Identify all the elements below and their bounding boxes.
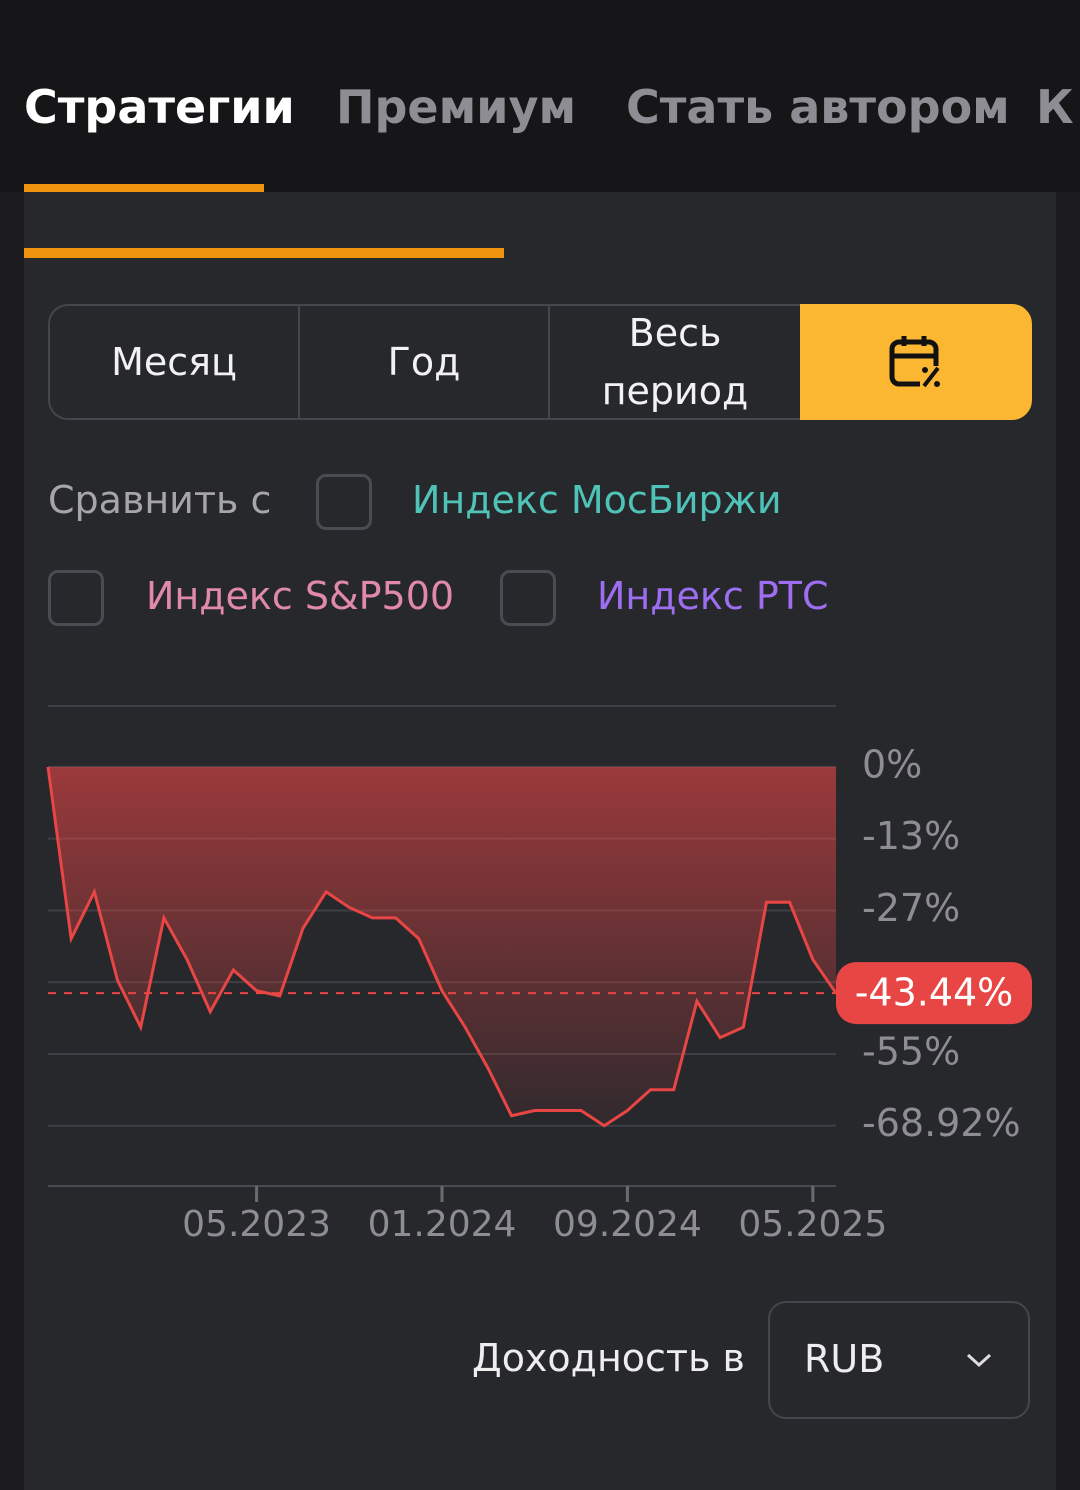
area-fill [48,766,836,1126]
current-label: -43.44% [855,971,1014,1015]
index-label[interactable]: Индекс РТС [597,574,829,618]
x-tick-label: 01.2024 [368,1204,517,1245]
checkbox[interactable] [48,570,104,626]
period-button[interactable]: Год [298,304,550,420]
nav-tab[interactable]: Премиум [336,80,577,134]
line [46,766,838,1128]
checkbox[interactable] [500,570,556,626]
y-tick-label: -13% [862,814,960,858]
top-nav: Стратегии Премиум Стать автором К [0,0,1080,192]
y-tick-label: -68.92% [862,1101,1021,1145]
x-tick-label: 05.2023 [182,1204,331,1245]
x-tick-label: 05.2025 [738,1204,887,1245]
index-label[interactable]: Индекс МосБиржи [412,478,782,522]
period-button[interactable]: Месяц [48,304,300,420]
active-indicator [24,184,264,192]
currency-label: Доходность в [472,1336,745,1380]
custom-period-button[interactable] [800,304,1032,420]
currency-select[interactable]: RUB [768,1301,1030,1419]
y-tick-label: -27% [862,886,960,930]
tab-underline [24,248,504,258]
y-tick-label: 0% [862,742,922,786]
index-label[interactable]: Индекс S&P500 [146,574,455,618]
nav-tab[interactable]: К [1036,80,1074,134]
x-tick-label: 09.2024 [553,1204,702,1245]
currency-value: RUB [804,1337,885,1381]
period-button[interactable]: Весь период [548,304,802,420]
compare-label: Сравнить с [48,478,272,522]
calendar-icon [889,336,942,388]
nav-tab[interactable]: Стратегии [24,80,295,134]
y-tick-label: -55% [862,1029,960,1073]
chevron [966,1353,992,1368]
current-badge [836,962,1032,1025]
checkbox[interactable] [316,474,372,530]
nav-tab[interactable]: Стать автором [626,80,1010,134]
